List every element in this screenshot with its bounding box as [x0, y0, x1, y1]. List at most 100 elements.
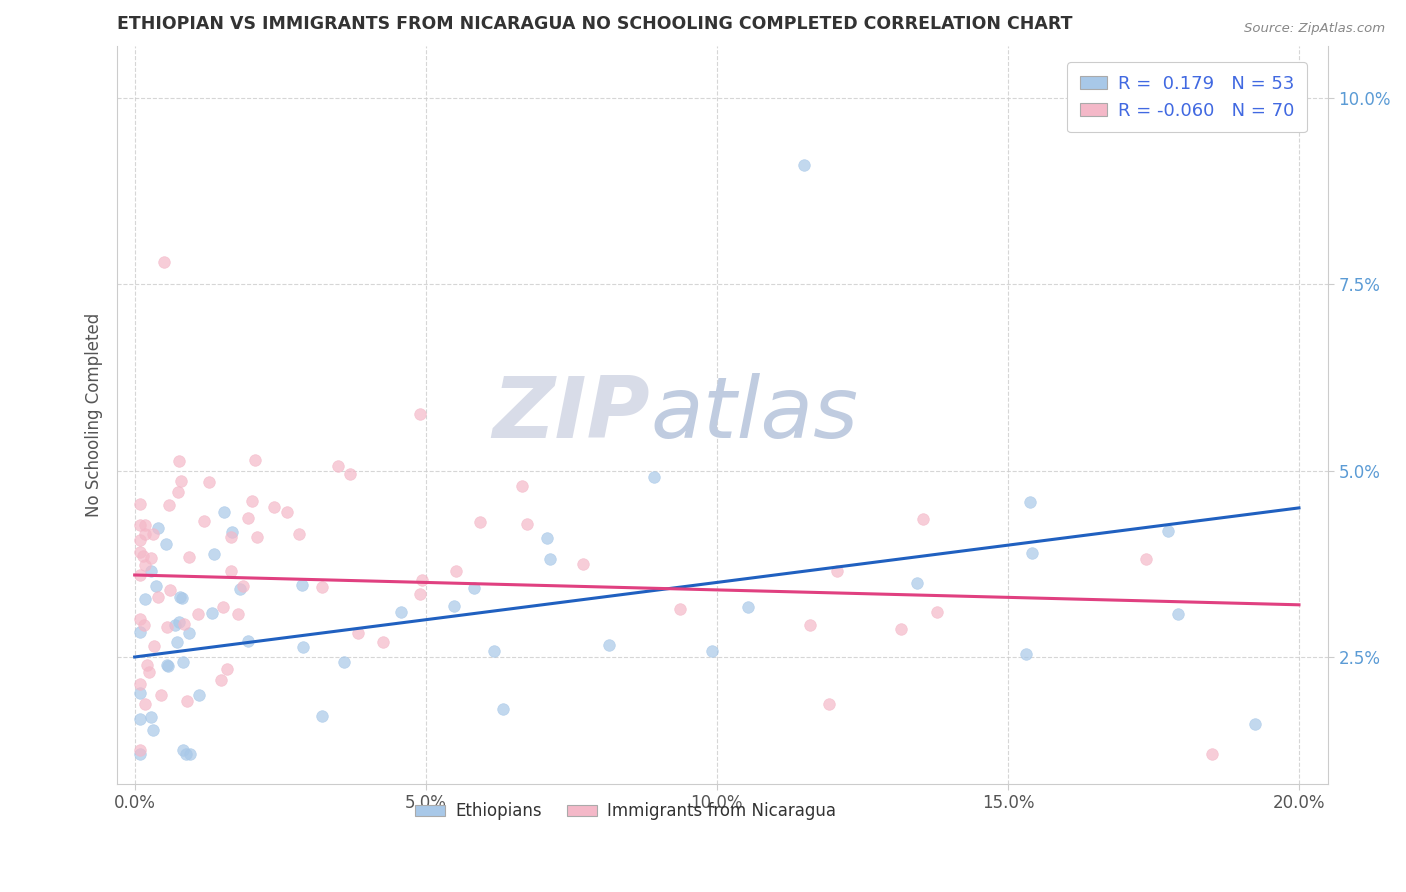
- Point: [134, 518, 156, 533]
- Point: [159, 583, 181, 598]
- Point: [129, 533, 152, 548]
- Point: [1014, 647, 1036, 661]
- Point: [176, 694, 198, 708]
- Point: [156, 657, 179, 672]
- Point: [129, 677, 152, 691]
- Point: [669, 602, 692, 616]
- Point: [148, 521, 170, 535]
- Point: [193, 514, 215, 528]
- Point: [163, 617, 186, 632]
- Point: [129, 686, 152, 700]
- Point: [166, 635, 188, 649]
- Point: [129, 568, 152, 582]
- Point: [145, 579, 167, 593]
- Point: [912, 512, 935, 526]
- Point: [1244, 716, 1267, 731]
- Point: [139, 564, 162, 578]
- Point: [172, 743, 194, 757]
- Point: [409, 407, 432, 421]
- Point: [446, 564, 468, 578]
- Point: [1201, 747, 1223, 761]
- Point: [219, 564, 242, 578]
- Point: [240, 494, 263, 508]
- Point: [510, 479, 533, 493]
- Point: [129, 612, 152, 626]
- Point: [132, 618, 155, 632]
- Point: [243, 453, 266, 467]
- Point: [825, 564, 848, 578]
- Point: [538, 552, 561, 566]
- Point: [134, 697, 156, 711]
- Point: [793, 158, 815, 172]
- Point: [129, 545, 152, 559]
- Point: [129, 747, 152, 761]
- Point: [170, 591, 193, 605]
- Point: [263, 500, 285, 515]
- Point: [170, 474, 193, 488]
- Point: [129, 625, 152, 640]
- Point: [176, 747, 198, 761]
- Point: [700, 644, 723, 658]
- Point: [167, 615, 190, 629]
- Point: [443, 599, 465, 613]
- Point: [1019, 494, 1042, 508]
- Point: [245, 530, 267, 544]
- Point: [201, 606, 224, 620]
- Point: [226, 607, 249, 621]
- Point: [209, 673, 232, 687]
- Point: [333, 655, 356, 669]
- Point: [129, 518, 152, 533]
- Point: [291, 578, 314, 592]
- Point: [238, 633, 260, 648]
- Point: [492, 702, 515, 716]
- Point: [468, 516, 491, 530]
- Point: [149, 689, 172, 703]
- Point: [187, 607, 209, 621]
- Point: [925, 605, 948, 619]
- Point: [146, 590, 169, 604]
- Point: [142, 723, 165, 737]
- Point: [167, 454, 190, 468]
- Text: ETHIOPIAN VS IMMIGRANTS FROM NICARAGUA NO SCHOOLING COMPLETED CORRELATION CHART: ETHIOPIAN VS IMMIGRANTS FROM NICARAGUA N…: [117, 15, 1073, 33]
- Legend: Ethiopians, Immigrants from Nicaragua: Ethiopians, Immigrants from Nicaragua: [409, 796, 842, 827]
- Point: [134, 592, 156, 607]
- Point: [311, 709, 333, 723]
- Point: [905, 575, 928, 590]
- Point: [179, 747, 201, 761]
- Point: [202, 547, 225, 561]
- Text: Source: ZipAtlas.com: Source: ZipAtlas.com: [1244, 22, 1385, 36]
- Point: [139, 550, 162, 565]
- Point: [643, 470, 665, 484]
- Point: [129, 712, 152, 726]
- Point: [536, 532, 558, 546]
- Point: [214, 505, 236, 519]
- Point: [1135, 552, 1157, 566]
- Point: [179, 549, 201, 564]
- Point: [328, 458, 350, 473]
- Point: [229, 582, 252, 596]
- Point: [132, 549, 155, 563]
- Point: [276, 505, 298, 519]
- Point: [409, 586, 432, 600]
- Point: [152, 255, 174, 269]
- Point: [572, 557, 595, 571]
- Point: [1021, 546, 1043, 560]
- Point: [221, 525, 243, 540]
- Point: [1157, 524, 1180, 539]
- Point: [141, 709, 163, 723]
- Point: [799, 618, 821, 632]
- Point: [288, 526, 311, 541]
- Point: [347, 626, 370, 640]
- Point: [157, 499, 180, 513]
- Point: [129, 497, 152, 511]
- Point: [129, 743, 152, 757]
- Point: [155, 536, 177, 550]
- Point: [1167, 607, 1189, 621]
- Point: [236, 511, 259, 525]
- Point: [463, 581, 485, 595]
- Point: [169, 590, 191, 604]
- Point: [291, 640, 314, 655]
- Y-axis label: No Schooling Completed: No Schooling Completed: [86, 312, 103, 516]
- Point: [173, 617, 195, 632]
- Point: [134, 558, 156, 573]
